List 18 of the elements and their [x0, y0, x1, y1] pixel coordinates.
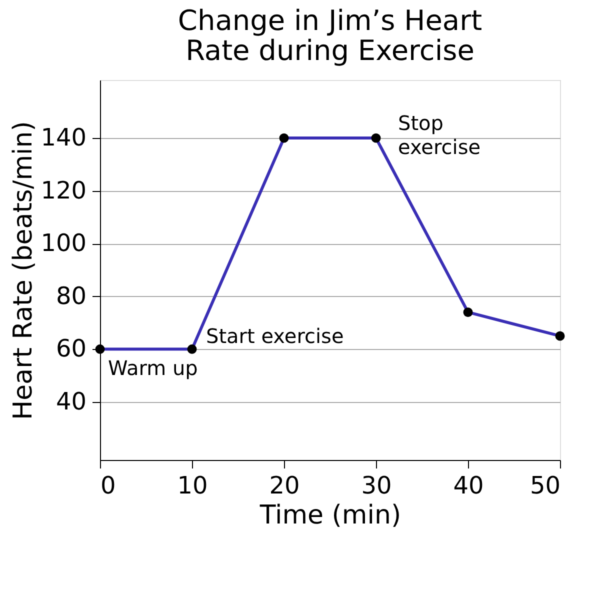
y-tick-label: 100 [40, 229, 86, 258]
x-axis-title: Time (min) [258, 500, 402, 530]
x-tick-label: 10 [177, 472, 208, 500]
y-tick-label: 120 [40, 176, 86, 204]
x-tick-label: 40 [453, 472, 484, 500]
x-tick-label: 50 [530, 472, 560, 500]
y-tick-label: 80 [56, 282, 86, 310]
chart-title: Change in Jim’s Heart Rate during Exercise [178, 4, 482, 67]
y-axis-title: Heart Rate (beats/min) [8, 121, 39, 420]
x-tick-label: 20 [269, 472, 300, 500]
x-tick-label: 0 [100, 472, 116, 500]
y-tick-label: 140 [40, 124, 86, 152]
x-tick-label: 30 [361, 472, 392, 500]
y-tick-label: 40 [56, 387, 86, 416]
annotation: Start exercise [206, 324, 344, 348]
y-tick-label: 60 [56, 334, 86, 363]
annotation: Stop exercise [398, 111, 481, 160]
annotation: Warm up [108, 356, 198, 380]
